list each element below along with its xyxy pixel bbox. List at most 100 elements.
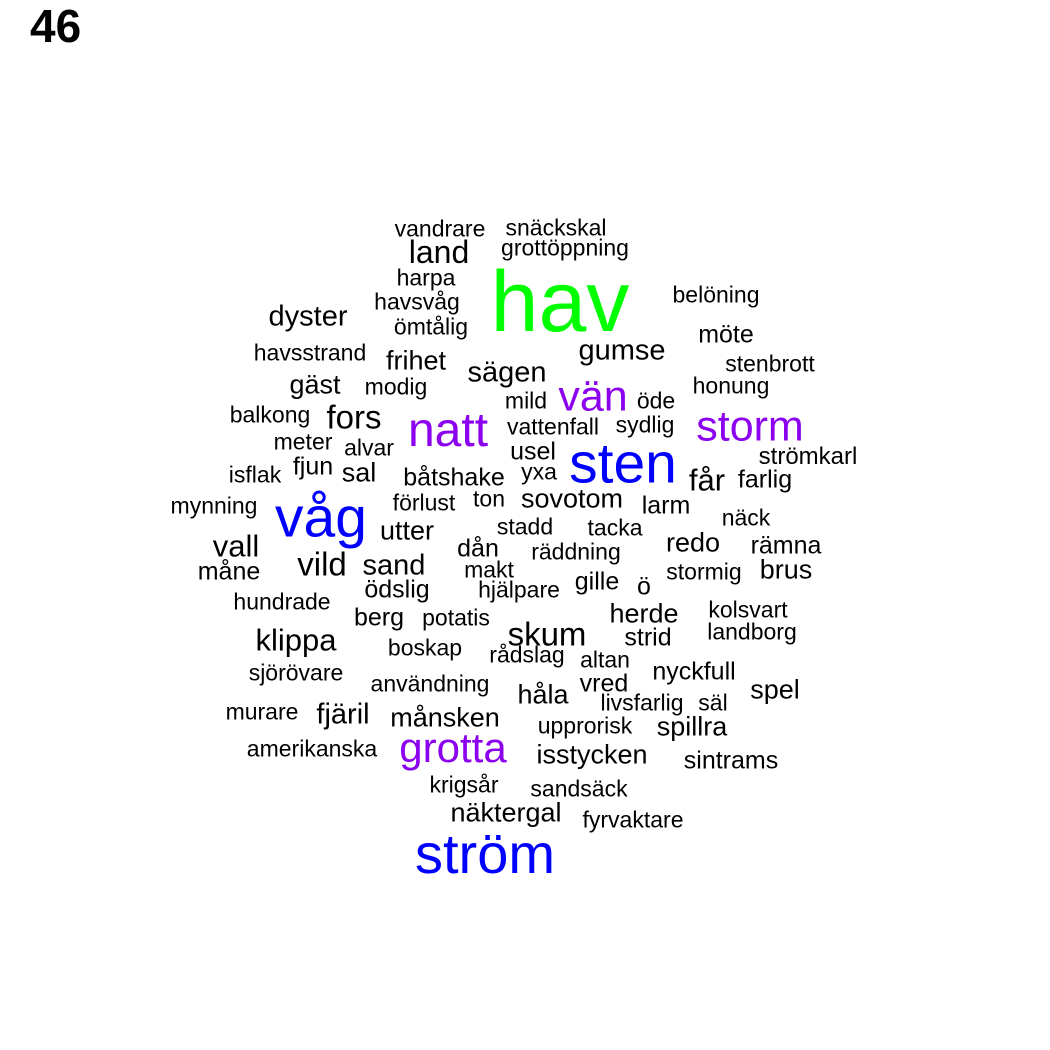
word-snackskal: snäckskal	[505, 214, 607, 241]
word-sagen: sägen	[467, 356, 547, 389]
word-hjalpare: hjälpare	[478, 576, 560, 603]
word-strom: ström	[415, 822, 555, 885]
word-raddning: räddning	[531, 538, 621, 565]
word-strid: strid	[624, 623, 672, 652]
word-fjun: fjun	[292, 452, 334, 481]
word-klippa: klippa	[255, 622, 337, 658]
word-sten: sten	[569, 431, 677, 496]
word-naktergal: näktergal	[450, 797, 562, 828]
word-brus: brus	[759, 554, 813, 585]
word-ramna: rämna	[750, 531, 822, 560]
word-vag: våg	[275, 485, 367, 550]
word-gumse: gumse	[578, 334, 666, 367]
word-far: får	[688, 462, 726, 498]
word-altan: altan	[580, 646, 630, 673]
word-fors: fors	[326, 398, 382, 436]
word-skum: skum	[507, 615, 587, 653]
word-mynning: mynning	[170, 492, 258, 519]
word-forlust: förlust	[392, 489, 456, 516]
word-gille: gille	[574, 567, 620, 596]
word-isstycken: isstycken	[536, 739, 648, 770]
word-spillra: spillra	[656, 711, 728, 742]
word-nack: näck	[721, 504, 771, 531]
word-honung: honung	[692, 372, 770, 399]
word-sintrams: sintrams	[683, 746, 779, 775]
word-balkong: balkong	[229, 401, 311, 428]
word-usel: usel	[510, 437, 556, 466]
word-dyster: dyster	[268, 300, 348, 333]
word-grottoppning: grottöppning	[501, 234, 629, 261]
word-isflak: isflak	[228, 461, 282, 488]
word-havsstrand: havsstrand	[253, 339, 367, 366]
word-dan: dån	[457, 534, 499, 563]
word-sovotom: sovotom	[520, 483, 624, 514]
page-number: 46	[30, 0, 82, 52]
word-land: land	[408, 234, 470, 270]
word-landborg: landborg	[707, 618, 797, 645]
word-stromkarl: strömkarl	[758, 443, 858, 470]
word-ode: öde	[636, 387, 676, 414]
word-hala: håla	[517, 679, 569, 710]
word-mansken: månsken	[390, 702, 500, 733]
word-vall: vall	[212, 528, 260, 564]
word-alvar: alvar	[344, 434, 394, 461]
word-potatis: potatis	[422, 604, 490, 631]
word-livsfarlig: livsfarlig	[600, 689, 684, 716]
word-sandsack: sandsäck	[530, 775, 628, 802]
word-stormig: stormig	[666, 558, 742, 585]
word-mote: möte	[698, 320, 754, 349]
word-mild: mild	[504, 387, 548, 414]
word-natt: natt	[407, 404, 489, 457]
word-amerikanska: amerikanska	[246, 735, 378, 762]
word-grotta: grotta	[399, 724, 507, 771]
word-larm: larm	[641, 491, 691, 520]
word-o: ö	[637, 572, 651, 601]
word-vattenfall: vattenfall	[506, 413, 600, 440]
word-gast: gäst	[289, 369, 341, 400]
word-odslig: ödslig	[364, 575, 430, 604]
word-fjaril: fjäril	[316, 698, 370, 731]
word-anvandning: användning	[370, 670, 490, 697]
word-omtalig: ömtålig	[393, 313, 469, 340]
word-modig: modig	[364, 373, 428, 400]
word-meter: meter	[273, 428, 333, 455]
word-beloning: belöning	[672, 281, 760, 308]
word-sal: sal	[341, 457, 377, 488]
word-stadd: stadd	[496, 513, 554, 540]
word-boskap: boskap	[387, 634, 463, 661]
word-farlig: farlig	[737, 465, 793, 494]
word-sal: säl	[698, 689, 728, 716]
word-batshake: båtshake	[403, 463, 505, 492]
word-berg: berg	[353, 603, 405, 632]
word-yxa: yxa	[521, 458, 557, 485]
word-fyrvaktare: fyrvaktare	[582, 806, 684, 833]
word-van: vän	[558, 372, 628, 421]
word-radslag: rådslag	[489, 641, 565, 668]
word-upprorisk: upprorisk	[537, 712, 633, 739]
word-mane: måne	[197, 557, 261, 586]
word-vild: vild	[297, 545, 347, 583]
word-storm: storm	[696, 402, 804, 451]
word-herde: herde	[609, 598, 679, 629]
word-harpa: harpa	[396, 264, 456, 291]
word-havsvag: havsvåg	[374, 288, 460, 315]
word-sjorovare: sjörövare	[248, 659, 344, 686]
word-sydlig: sydlig	[615, 411, 675, 438]
word-vred: vred	[579, 669, 629, 698]
word-makt: makt	[464, 556, 514, 583]
word-redo: redo	[665, 527, 721, 558]
word-kolsvart: kolsvart	[708, 596, 788, 623]
word-stenbrott: stenbrott	[725, 350, 815, 377]
word-tacka: tacka	[587, 514, 643, 541]
word-nyckfull: nyckfull	[652, 657, 736, 686]
word-ton: ton	[473, 485, 505, 512]
word-frihet: frihet	[385, 345, 447, 376]
word-krigsar: krigsår	[429, 771, 499, 798]
word-spel: spel	[750, 674, 800, 705]
word-sand: sand	[362, 549, 426, 582]
word-vandrare: vandrare	[394, 215, 486, 242]
word-murare: murare	[225, 698, 299, 725]
word-hav: hav	[490, 254, 630, 350]
word-utter: utter	[379, 515, 435, 546]
